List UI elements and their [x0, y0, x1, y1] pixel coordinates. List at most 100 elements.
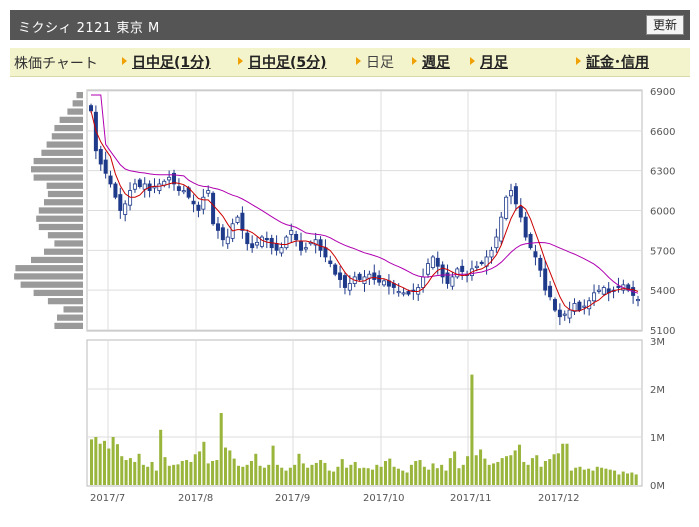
- volume-bar: [401, 470, 405, 485]
- candle-body: [176, 186, 181, 191]
- header-bar: ミクシィ 2121 東京 M 更新: [10, 10, 690, 40]
- candle-body: [489, 249, 494, 258]
- volume-bar: [509, 455, 513, 485]
- candle-body: [220, 227, 225, 241]
- volume-bar: [206, 463, 210, 485]
- volume-bar: [271, 445, 275, 485]
- profile-bar: [38, 207, 83, 214]
- price-tick-label: 6900: [650, 87, 675, 98]
- volume-bar: [245, 464, 249, 485]
- volume-bar: [440, 464, 444, 485]
- candle-body: [103, 159, 108, 174]
- volume-bar: [388, 458, 392, 485]
- volume-bar: [517, 444, 521, 485]
- volume-bar: [193, 454, 197, 485]
- volume-bar: [314, 462, 318, 485]
- candle-body: [250, 243, 255, 249]
- volume-bar: [336, 466, 340, 485]
- volume-tick-label: 1M: [650, 433, 665, 444]
- date-axis: 2017/7 2017/8 2017/9 2017/10 2017/11 2017/12: [90, 493, 580, 504]
- volume-series: [90, 374, 638, 485]
- volume-bar: [574, 467, 578, 485]
- tab-margin-credit[interactable]: 証金･信用: [576, 52, 649, 72]
- volume-bar: [548, 459, 552, 485]
- candle-body: [396, 291, 401, 294]
- volume-bar: [370, 469, 375, 485]
- candle-body: [172, 172, 177, 185]
- volume-bar: [578, 466, 582, 485]
- volume-tick-label: 0M: [650, 481, 665, 492]
- profile-bar: [57, 314, 83, 321]
- arrow-right-icon: [122, 57, 127, 65]
- tab-intraday-1min[interactable]: 日中足(1分): [122, 52, 211, 72]
- volume-bar: [280, 467, 284, 485]
- volume-bar: [150, 461, 154, 485]
- tab-monthly[interactable]: 月足: [470, 52, 508, 72]
- volume-bar: [102, 440, 106, 485]
- candle-body: [342, 275, 347, 288]
- moving-average-long-line: [91, 94, 639, 294]
- arrow-right-icon: [356, 57, 361, 65]
- tab-daily: 日足: [356, 52, 394, 72]
- tab-intraday-5min[interactable]: 日中足(5分): [238, 52, 327, 72]
- candle-body: [113, 183, 118, 198]
- volume-tick-label: 3M: [650, 337, 665, 348]
- volume-bar: [461, 464, 465, 485]
- candle-body: [528, 233, 533, 249]
- volume-bar: [409, 464, 413, 485]
- volume-bar: [241, 466, 245, 485]
- profile-bar: [33, 174, 83, 181]
- candle-body: [401, 292, 406, 295]
- candle-body: [592, 292, 597, 302]
- candle-body: [499, 216, 504, 242]
- volume-bar: [496, 461, 500, 485]
- candle-body: [259, 236, 264, 247]
- volume-bar: [466, 456, 470, 485]
- candle-body: [142, 183, 147, 190]
- profile-bar: [33, 289, 83, 297]
- volume-bar: [163, 457, 167, 485]
- volume-bar: [172, 464, 176, 485]
- volume-bar: [582, 469, 586, 485]
- volume-bar: [189, 461, 193, 485]
- chart-tab-bar: 株価チャート 日中足(1分) 日中足(5分) 日足 週足 月足 証金･信用: [10, 48, 690, 77]
- stock-chart: 5100 5400 5700 6000 6300 6600 6900 0M 1M 2M 3M 20…: [14, 87, 675, 504]
- candle-body: [601, 287, 606, 295]
- candle-body: [225, 236, 230, 245]
- volume-bar: [552, 454, 556, 485]
- date-tick-label: 2017/9: [275, 493, 310, 504]
- candle-body: [274, 243, 279, 251]
- price-tick-label: 5700: [650, 246, 675, 257]
- candle-body: [382, 280, 387, 286]
- price-tick-label: 5400: [650, 286, 675, 297]
- volume-bar: [492, 463, 496, 485]
- tab-intraday-1min-label: 日中足(1分): [132, 55, 211, 71]
- candle-body: [523, 216, 528, 238]
- volume-bar: [288, 467, 292, 485]
- candle-body: [289, 230, 294, 235]
- volume-bar: [232, 458, 236, 485]
- volume-bar: [254, 453, 258, 485]
- profile-bar: [20, 281, 84, 288]
- price-tick-label: 6000: [650, 207, 675, 218]
- candle-body: [118, 194, 123, 211]
- volume-bar: [224, 447, 228, 485]
- volume-bar: [353, 461, 357, 485]
- volume-bar: [141, 464, 145, 485]
- profile-bar: [38, 223, 83, 231]
- refresh-button[interactable]: 更新: [645, 15, 684, 35]
- tab-weekly[interactable]: 週足: [412, 52, 450, 72]
- candle-body: [455, 268, 460, 278]
- volume-bar: [211, 461, 215, 485]
- candle-body: [636, 299, 641, 302]
- candle-body: [123, 203, 128, 215]
- volume-bar: [154, 470, 158, 485]
- date-tick-label: 2017/12: [538, 493, 580, 504]
- volume-bar: [435, 468, 439, 485]
- volume-bar: [349, 464, 353, 485]
- volume-bar: [120, 456, 124, 485]
- candle-body: [572, 303, 577, 312]
- profile-bar: [59, 116, 83, 123]
- candle-body: [562, 313, 567, 316]
- arrow-right-icon: [412, 57, 417, 65]
